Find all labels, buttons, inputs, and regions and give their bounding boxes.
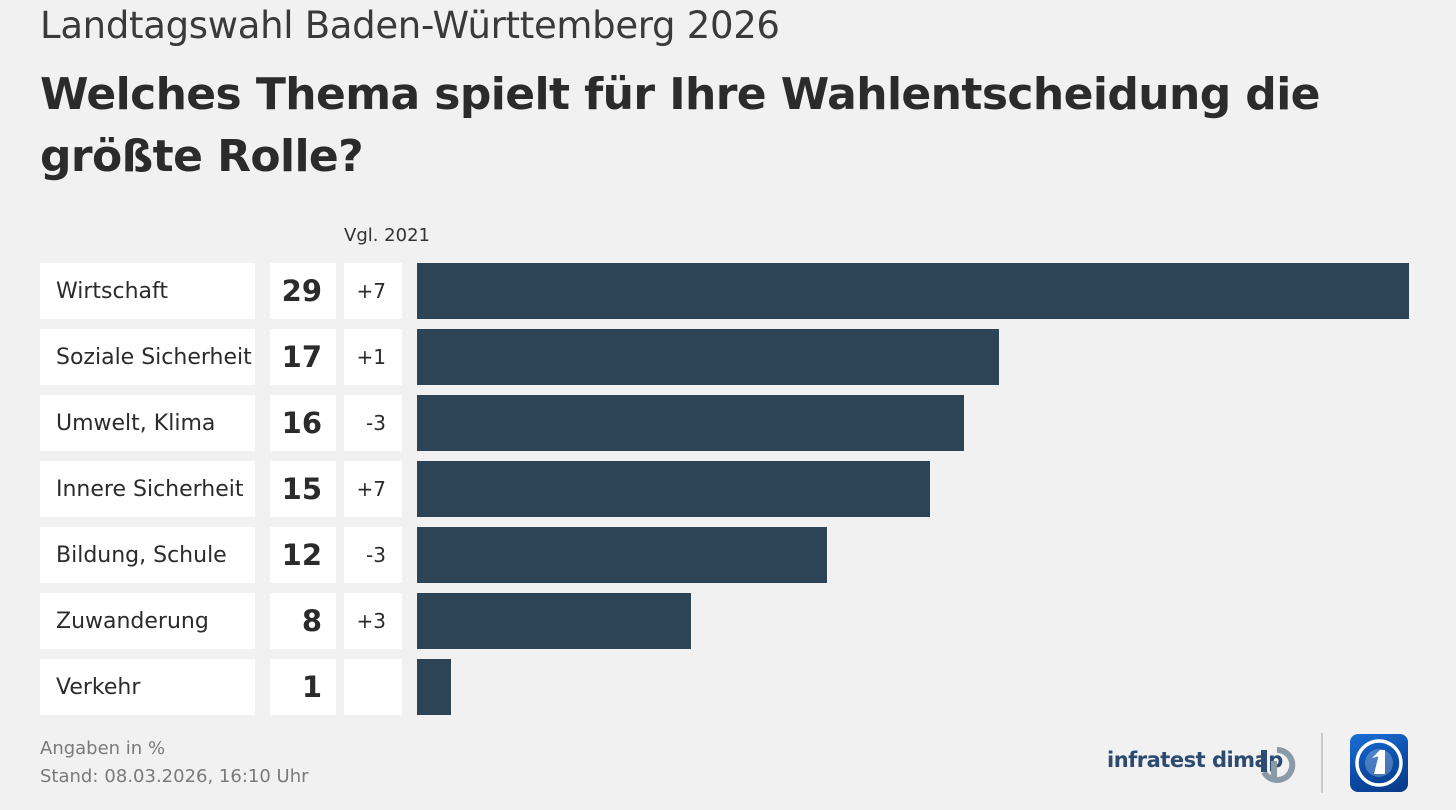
category-label: Verkehr xyxy=(40,659,255,715)
bar xyxy=(417,263,1409,319)
bar xyxy=(417,659,451,715)
unit-note: Angaben in % xyxy=(40,738,166,759)
value-label: 12 xyxy=(270,527,336,583)
change-label: -3 xyxy=(344,395,402,451)
ard-logo-icon xyxy=(1350,734,1408,792)
value-label: 15 xyxy=(270,461,336,517)
category-label: Zuwanderung xyxy=(40,593,255,649)
value-label: 29 xyxy=(270,263,336,319)
institute-name: infratest dimap xyxy=(1107,748,1283,772)
bar xyxy=(417,461,930,517)
change-label xyxy=(344,659,402,715)
logo-divider xyxy=(1321,733,1323,793)
change-label: +7 xyxy=(344,263,402,319)
chart-title: Welches Thema spielt für Ihre Wahlentsch… xyxy=(40,69,1321,182)
chart-row: Innere Sicherheit 15 +7 xyxy=(0,461,1456,517)
bar xyxy=(417,593,691,649)
chart-row: Umwelt, Klima 16 -3 xyxy=(0,395,1456,451)
infratest-dimap-logo-icon xyxy=(1256,744,1298,786)
change-label: -3 xyxy=(344,527,402,583)
chart-supertitle: Landtagswahl Baden-Württemberg 2026 xyxy=(40,4,780,47)
timestamp: Stand: 08.03.2026, 16:10 Uhr xyxy=(40,766,309,787)
category-label: Soziale Sicherheit xyxy=(40,329,255,385)
change-column-header: Vgl. 2021 xyxy=(344,225,430,246)
timestamp-label: Stand: xyxy=(40,766,99,787)
category-label: Innere Sicherheit xyxy=(40,461,255,517)
chart-row: Wirtschaft 29 +7 xyxy=(0,263,1456,319)
bar xyxy=(417,329,999,385)
chart-row: Zuwanderung 8 +3 xyxy=(0,593,1456,649)
value-label: 1 xyxy=(270,659,336,715)
value-label: 8 xyxy=(270,593,336,649)
change-label: +3 xyxy=(344,593,402,649)
timestamp-value: 08.03.2026, 16:10 Uhr xyxy=(104,766,309,787)
change-label: +7 xyxy=(344,461,402,517)
chart-row: Verkehr 1 xyxy=(0,659,1456,715)
value-label: 17 xyxy=(270,329,336,385)
chart-row: Bildung, Schule 12 -3 xyxy=(0,527,1456,583)
value-label: 16 xyxy=(270,395,336,451)
chart-row: Soziale Sicherheit 17 +1 xyxy=(0,329,1456,385)
bar xyxy=(417,395,964,451)
category-label: Wirtschaft xyxy=(40,263,255,319)
bar xyxy=(417,527,827,583)
category-label: Umwelt, Klima xyxy=(40,395,255,451)
category-label: Bildung, Schule xyxy=(40,527,255,583)
change-label: +1 xyxy=(344,329,402,385)
